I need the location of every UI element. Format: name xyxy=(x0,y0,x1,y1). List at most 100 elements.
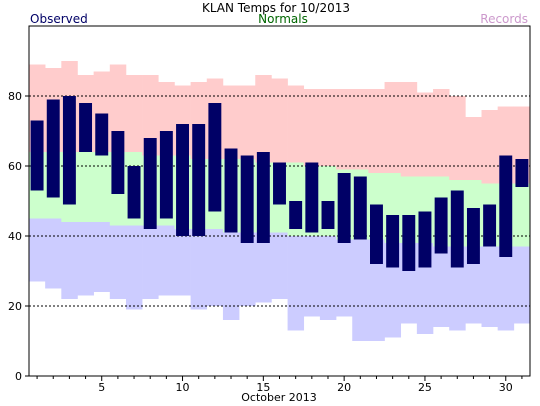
observed-bar xyxy=(30,120,44,191)
record-low-band xyxy=(303,236,321,317)
record-low-band xyxy=(206,229,224,306)
record-low-band xyxy=(497,246,515,331)
observed-bar xyxy=(46,99,60,198)
record-low-band xyxy=(222,232,240,320)
record-high-band xyxy=(449,96,466,180)
record-high-band xyxy=(303,89,321,166)
observed-bar xyxy=(240,155,254,243)
record-low-band xyxy=(433,246,450,327)
observed-bar xyxy=(499,155,513,257)
record-low-band xyxy=(29,218,46,282)
record-high-band xyxy=(336,89,353,170)
observed-bar xyxy=(224,148,238,233)
x-tick-label: 5 xyxy=(98,381,105,394)
legend-normals: Normals xyxy=(258,12,308,26)
record-low-band xyxy=(158,225,175,296)
record-low-band xyxy=(45,218,62,289)
y-tick-label: 40 xyxy=(8,230,22,243)
record-high-band xyxy=(352,89,369,170)
record-high-band xyxy=(384,82,402,173)
observed-bar xyxy=(127,166,141,219)
legend-observed: Observed xyxy=(30,12,88,26)
observed-bar xyxy=(62,96,76,205)
observed-bar xyxy=(515,159,529,187)
record-low-band xyxy=(368,239,385,341)
record-high-band xyxy=(142,75,159,156)
observed-bar xyxy=(208,103,222,212)
record-high-band xyxy=(255,75,272,163)
observed-bar xyxy=(273,162,286,205)
observed-bar xyxy=(159,131,173,219)
observed-bar xyxy=(143,138,157,229)
observed-bar xyxy=(79,103,93,152)
observed-bar xyxy=(386,215,400,268)
observed-bar xyxy=(483,204,497,247)
observed-bar xyxy=(450,190,464,268)
record-low-band xyxy=(271,232,288,299)
observed-bar xyxy=(370,204,383,264)
x-tick-label: 10 xyxy=(176,381,190,394)
record-low-band xyxy=(287,236,305,331)
x-axis-label: October 2013 xyxy=(241,391,317,404)
record-low-band xyxy=(465,246,482,324)
record-high-band xyxy=(433,89,450,177)
observed-bar xyxy=(176,124,189,236)
record-high-band xyxy=(319,89,337,166)
record-high-band xyxy=(465,117,482,180)
record-high-band xyxy=(271,78,288,163)
axes-layer: 0 20 40 60 80 5 10 15 20 25 30 xyxy=(8,25,531,394)
observed-bar xyxy=(192,124,206,236)
observed-bar xyxy=(95,113,109,156)
y-tick-label: 60 xyxy=(8,160,22,173)
observed-bar xyxy=(402,215,416,271)
observed-bar xyxy=(289,201,303,229)
record-low-band xyxy=(93,222,111,292)
record-low-band xyxy=(255,232,272,303)
observed-layer xyxy=(30,96,529,271)
observed-bar xyxy=(466,208,480,264)
record-low-band xyxy=(352,239,369,341)
normal-band xyxy=(77,152,94,222)
record-low-band xyxy=(142,225,159,299)
record-low-band xyxy=(481,246,498,327)
record-low-band xyxy=(336,239,353,317)
record-low-band xyxy=(513,246,531,324)
record-high-band xyxy=(109,64,127,152)
normal-band xyxy=(93,152,111,222)
observed-bar xyxy=(111,131,125,194)
record-low-band xyxy=(190,229,208,310)
record-high-band xyxy=(125,75,143,152)
record-low-band xyxy=(109,225,127,299)
x-tick-label: 30 xyxy=(499,381,513,394)
observed-bar xyxy=(418,211,432,268)
x-tick-label: 25 xyxy=(418,381,432,394)
y-tick-label: 0 xyxy=(15,370,22,383)
record-high-band xyxy=(400,82,418,177)
observed-bar xyxy=(353,176,367,240)
record-high-band xyxy=(239,85,256,159)
y-tick-label: 80 xyxy=(8,90,22,103)
chart-title: KLAN Temps for 10/2013 xyxy=(202,1,350,15)
record-low-band xyxy=(77,222,94,296)
normal-band xyxy=(513,183,531,247)
record-high-band xyxy=(416,92,434,177)
record-low-band xyxy=(319,236,337,320)
record-low-band xyxy=(125,225,143,310)
observed-bar xyxy=(256,152,270,243)
observed-bar xyxy=(337,173,351,243)
x-tick-label: 15 xyxy=(256,381,270,394)
record-low-band xyxy=(239,232,256,306)
x-tick-label: 20 xyxy=(337,381,351,394)
observed-bar xyxy=(305,162,319,233)
record-high-band xyxy=(481,110,498,184)
record-low-band xyxy=(61,222,78,299)
observed-bar xyxy=(321,201,335,229)
record-low-band xyxy=(174,229,191,296)
legend-records: Records xyxy=(480,12,528,26)
observed-bar xyxy=(434,197,448,254)
record-high-band xyxy=(368,89,385,173)
record-high-band xyxy=(222,85,240,159)
y-tick-label: 20 xyxy=(8,300,22,313)
record-high-band xyxy=(287,85,305,163)
